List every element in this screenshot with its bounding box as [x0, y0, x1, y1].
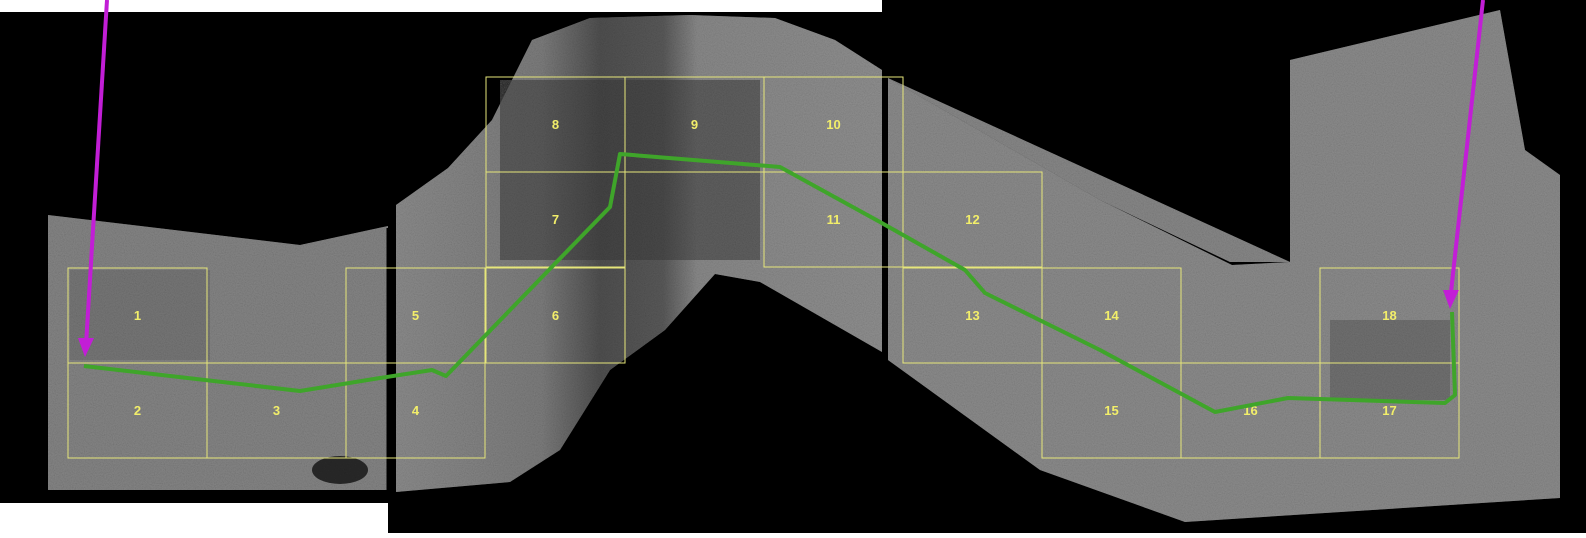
grid-tile-border — [345, 267, 486, 364]
bottom-left-margin — [0, 503, 388, 533]
route-line — [83, 152, 1457, 414]
route-start-arrow — [78, 0, 109, 357]
grid-tile-label: 9 — [691, 117, 698, 132]
imagery-mosaic — [48, 10, 1560, 522]
grid-tile-label: 4 — [412, 403, 420, 418]
arrow-down-icon — [78, 338, 94, 357]
grid-tile-18: 18 — [1319, 267, 1460, 364]
grid-tile-border — [902, 171, 1043, 268]
top-margin — [0, 0, 882, 12]
field-patch — [70, 270, 210, 360]
grid-tile-border — [1319, 267, 1460, 364]
grid-tile-label: 10 — [826, 117, 840, 132]
grid-tile-label: 5 — [412, 308, 419, 323]
grid-tile-label: 15 — [1104, 403, 1118, 418]
grid-tile-label: 17 — [1382, 403, 1396, 418]
grid-tile-label: 2 — [134, 403, 141, 418]
grid-tile-5: 5 — [345, 267, 486, 364]
arrow-shaft — [1449, 0, 1485, 293]
grid-tile-label: 13 — [965, 308, 979, 323]
grid-tile-label: 6 — [552, 308, 559, 323]
arrow-down-icon — [1443, 290, 1459, 309]
route-end-arrow — [1443, 0, 1485, 309]
dark-vegetation — [500, 80, 760, 260]
dark-patch-east — [1330, 320, 1450, 400]
grid-tile-label: 12 — [965, 212, 979, 227]
grid-tile-border — [485, 267, 626, 364]
grid-tile-label: 14 — [1104, 308, 1119, 323]
grid-tile-label: 3 — [273, 403, 280, 418]
grid-tile-label: 18 — [1382, 308, 1396, 323]
grid-tile-label: 7 — [552, 212, 559, 227]
grid-tile-12: 12 — [902, 171, 1043, 268]
imagery-joint — [888, 78, 1310, 280]
grid-tile-label: 1 — [134, 308, 141, 323]
grid-tile-label: 8 — [552, 117, 559, 132]
grid-tile-6: 6 — [485, 267, 626, 364]
dark-pond — [312, 456, 368, 484]
grid-tile-label: 11 — [827, 212, 841, 227]
arrow-shaft — [84, 0, 109, 346]
